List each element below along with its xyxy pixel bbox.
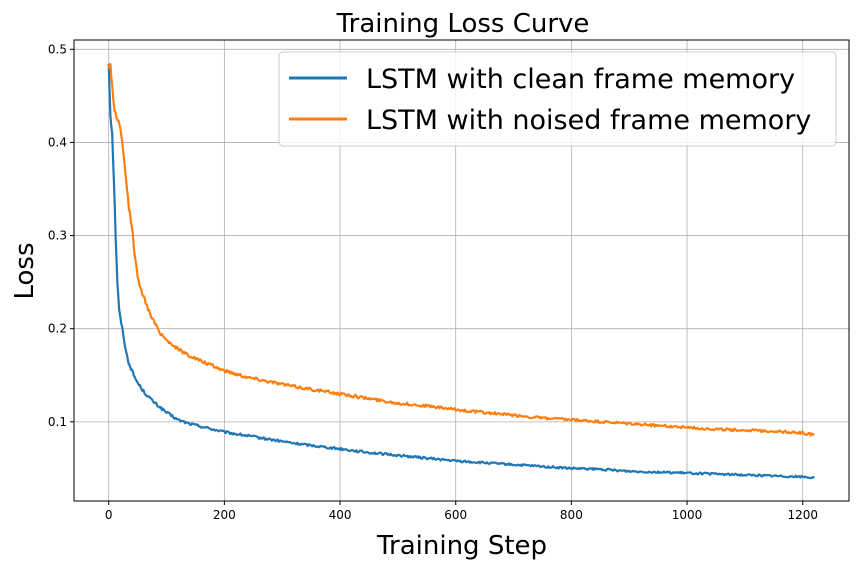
y-tick-label: 0.1 [48, 415, 67, 429]
legend-label-noised: LSTM with noised frame memory [366, 105, 811, 136]
x-tick-label: 200 [213, 508, 236, 522]
x-tick-label: 1000 [672, 508, 703, 522]
y-axis-label: Loss [10, 242, 40, 299]
y-tick-label: 0.2 [48, 322, 67, 336]
y-tick-label: 0.4 [48, 135, 67, 149]
x-tick-label: 600 [444, 508, 467, 522]
legend-label-clean: LSTM with clean frame memory [366, 64, 795, 95]
y-tick-label: 0.3 [48, 229, 67, 243]
legend: LSTM with clean frame memory LSTM with n… [278, 51, 837, 147]
series-line-1 [107, 62, 815, 437]
legend-box [278, 51, 837, 147]
axis-ticks: 0 200 400 600 800 1000 1200 0.1 0.2 0.3 0.4 0.5 [48, 42, 818, 522]
x-axis-label: Training Step [376, 531, 547, 561]
plot-frame [73, 39, 850, 502]
y-tick-label: 0.5 [48, 42, 67, 56]
x-tick-label: 0 [105, 508, 113, 522]
x-tick-label: 800 [560, 508, 583, 522]
x-tick-label: 400 [329, 508, 352, 522]
chart-title: Training Loss Curve [336, 9, 590, 39]
series-line-0 [107, 63, 815, 480]
x-tick-label: 1200 [787, 508, 818, 522]
series-lines [107, 62, 815, 480]
